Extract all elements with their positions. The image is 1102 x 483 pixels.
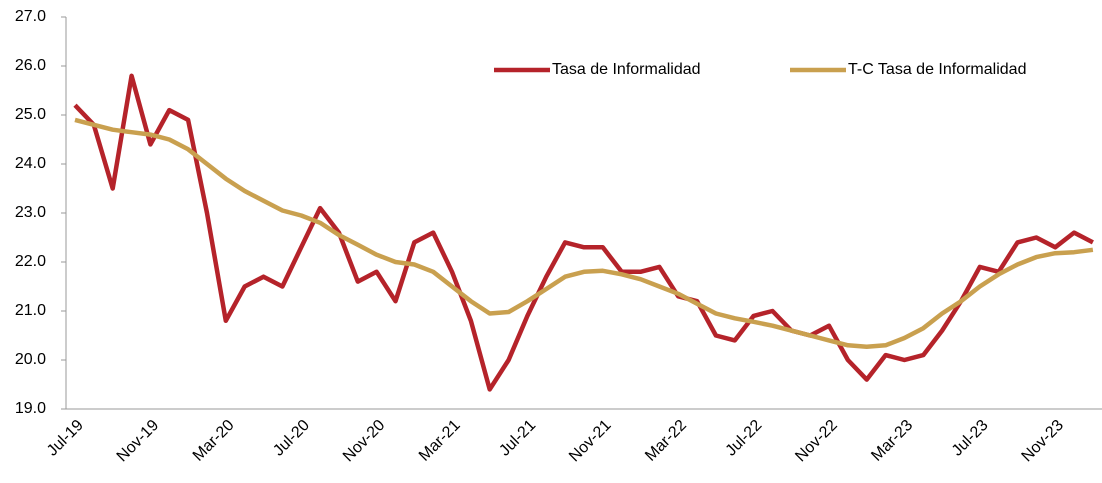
line-series bbox=[74, 117, 1094, 350]
y-tick-label: 19.0 bbox=[15, 400, 46, 417]
y-tick-label: 24.0 bbox=[15, 155, 46, 172]
x-tick-label: Mar-21 bbox=[416, 417, 464, 465]
x-tick-label: Jul-23 bbox=[949, 417, 992, 460]
x-tick-label: Jul-20 bbox=[270, 417, 313, 460]
y-tick-label: 26.0 bbox=[15, 57, 46, 74]
x-tick-label: Mar-22 bbox=[642, 417, 690, 465]
x-tick-label: Nov-19 bbox=[114, 417, 163, 466]
line-series bbox=[73, 73, 1094, 392]
y-tick-label: 20.0 bbox=[15, 351, 46, 368]
legend-label: T-C Tasa de Informalidad bbox=[848, 61, 1026, 78]
x-tick-label: Nov-23 bbox=[1019, 417, 1068, 466]
x-tick-label: Nov-20 bbox=[340, 417, 389, 466]
y-tick-label: 25.0 bbox=[15, 106, 46, 123]
y-tick-label: 22.0 bbox=[15, 253, 46, 270]
x-tick-label: Jul-19 bbox=[44, 417, 87, 460]
y-tick-label: 21.0 bbox=[15, 302, 46, 319]
x-tick-label: Nov-22 bbox=[792, 417, 841, 466]
x-tick-label: Mar-20 bbox=[190, 417, 238, 465]
legend-label: Tasa de Informalidad bbox=[552, 61, 701, 78]
y-tick-label: 27.0 bbox=[15, 8, 46, 25]
x-tick-label: Mar-23 bbox=[868, 417, 916, 465]
x-tick-label: Nov-21 bbox=[566, 417, 615, 466]
x-tick-label: Jul-22 bbox=[723, 417, 766, 460]
x-tick-label: Jul-21 bbox=[496, 417, 539, 460]
y-tick-label: 23.0 bbox=[15, 204, 46, 221]
